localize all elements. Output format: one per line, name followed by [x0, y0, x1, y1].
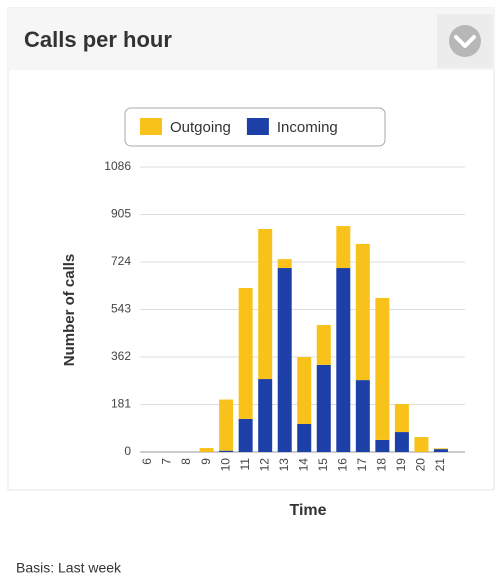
- x-tick-label: 7: [160, 458, 174, 465]
- bar-segment: [258, 228, 273, 380]
- y-axis-title: Number of calls: [61, 254, 78, 367]
- y-tick-label: 181: [111, 397, 131, 411]
- bar-segment: [355, 380, 370, 452]
- x-tick-label: 9: [199, 458, 213, 465]
- bar-segment: [433, 448, 448, 450]
- x-tick-label: 12: [257, 458, 271, 472]
- legend-swatch[interactable]: [246, 118, 269, 135]
- x-axis-title: Time: [289, 502, 326, 519]
- legend-label[interactable]: Incoming: [277, 119, 338, 136]
- x-tick-label: 17: [355, 458, 369, 472]
- bar-segment: [199, 448, 214, 452]
- bar-segment: [394, 432, 409, 452]
- footer-note: Basis: Last week: [16, 560, 122, 576]
- bar-segment: [297, 357, 312, 424]
- x-tick-label: 8: [179, 458, 193, 465]
- bar-segment: [433, 449, 448, 452]
- bar-segment: [258, 379, 273, 452]
- y-tick-label: 0: [124, 444, 131, 458]
- x-tick-label: 11: [238, 458, 252, 471]
- bar-segment: [394, 403, 409, 433]
- bar-segment: [414, 437, 429, 452]
- x-tick-label: 14: [296, 458, 310, 472]
- y-tick-label: 362: [111, 349, 131, 363]
- bar-segment: [336, 268, 351, 452]
- dropdown-button[interactable]: [437, 14, 493, 68]
- x-tick-label: 6: [140, 458, 154, 465]
- bar-segment: [297, 423, 312, 452]
- bar-segment: [316, 364, 331, 452]
- bar-segment: [238, 418, 253, 452]
- bar-segment: [277, 268, 292, 452]
- y-tick-label: 1086: [104, 159, 131, 173]
- bar-segment: [336, 226, 351, 269]
- legend-label[interactable]: Outgoing: [170, 119, 231, 136]
- x-tick-label: 15: [316, 458, 330, 472]
- bar-segment: [277, 259, 292, 269]
- bar-segment: [375, 297, 390, 440]
- bar-segment: [375, 439, 390, 452]
- bar-segment: [219, 450, 234, 452]
- legend-swatch[interactable]: [140, 118, 162, 135]
- bar-segment: [219, 399, 234, 451]
- widget-title: Calls per hour: [24, 27, 172, 52]
- bar-segment: [316, 324, 331, 365]
- x-tick-label: 19: [394, 458, 408, 472]
- panel-header: [8, 8, 494, 70]
- y-tick-label: 724: [111, 254, 131, 268]
- y-tick-label: 543: [111, 302, 131, 316]
- bar-segment: [355, 243, 370, 381]
- x-tick-label: 21: [433, 458, 447, 472]
- x-tick-label: 13: [277, 458, 291, 472]
- x-tick-label: 18: [375, 458, 389, 472]
- y-tick-label: 905: [111, 207, 131, 221]
- x-tick-label: 16: [335, 458, 349, 472]
- x-tick-label: 20: [414, 458, 428, 472]
- x-tick-label: 10: [218, 458, 232, 472]
- bar-segment: [238, 287, 253, 419]
